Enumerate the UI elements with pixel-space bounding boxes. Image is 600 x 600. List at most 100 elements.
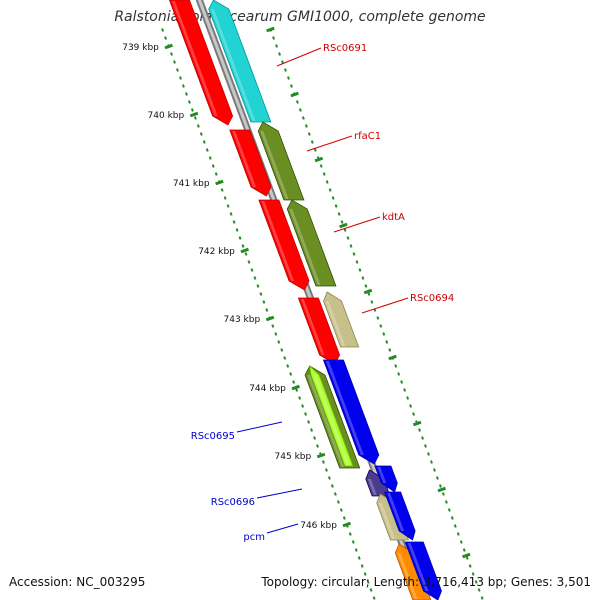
forward-gene-label: rfaC1: [354, 131, 381, 142]
tick-dot-left: [313, 436, 316, 440]
tick-dot-left: [164, 36, 168, 40]
tick-dot-right: [361, 276, 365, 280]
major-tick-1: [189, 111, 199, 118]
tick-dot-right: [364, 284, 368, 288]
tick-dot-right: [400, 380, 404, 384]
tick-dot-left: [342, 516, 346, 520]
tick-dot-right: [427, 452, 430, 456]
tick-dot-left: [241, 244, 245, 248]
major-tick-6: [316, 452, 326, 459]
tick-dot-left: [324, 468, 328, 472]
minor-tick-5: [388, 354, 397, 361]
minor-tick-3: [339, 222, 348, 229]
tick-dot-left: [336, 500, 340, 504]
tick-dot-right: [313, 148, 317, 152]
tick-dot-right: [397, 372, 401, 376]
tick-dot-left: [265, 308, 269, 312]
gene-blue-2-shine: [377, 467, 387, 483]
tick-dot-right: [453, 524, 457, 528]
tick-dot-right: [424, 444, 427, 448]
tick-dot-left: [161, 28, 165, 32]
gene-red-4: [297, 297, 341, 365]
tick-dot-right: [289, 84, 293, 88]
tick-dot-right: [462, 548, 466, 552]
tick-dot-rings: [161, 28, 484, 600]
tick-dot-right: [385, 340, 389, 344]
reverse-gene-label: pcm: [243, 532, 265, 543]
gene-blue-4-shine: [407, 543, 429, 591]
forward-label-leader: [306, 135, 353, 152]
minor-tick-1: [290, 91, 299, 98]
tick-dot-left: [232, 220, 236, 224]
tick-dot-left: [226, 204, 230, 208]
forward-gene-label: RSc0691: [323, 43, 367, 54]
tick-dot-left: [274, 332, 278, 336]
tick-dot-right: [438, 484, 442, 488]
tick-dot-left: [372, 596, 376, 600]
tick-dot-right: [465, 556, 469, 560]
tick-dot-right: [471, 572, 475, 576]
tick-dot-left: [170, 52, 173, 56]
gene-features: [168, 0, 442, 600]
tick-dot-right: [284, 68, 287, 72]
tick-dot-left: [298, 396, 302, 400]
tick-dot-left: [179, 76, 182, 80]
tick-dot-right: [477, 588, 481, 592]
tick-dot-left: [327, 476, 331, 480]
tick-dot-right: [278, 52, 281, 56]
tick-dot-right: [281, 60, 284, 64]
tick-dot-left: [271, 324, 275, 328]
tick-dot-left: [235, 228, 239, 232]
tick-dot-left: [259, 292, 263, 296]
tick-dot-right: [334, 204, 338, 208]
tick-dot-right: [287, 76, 290, 80]
tick-label: 745 kbp: [275, 452, 312, 462]
major-tick-3: [240, 247, 249, 254]
tick-dot-left: [301, 404, 305, 408]
reverse-label-leader: [266, 523, 299, 534]
tick-dot-left: [348, 532, 352, 536]
tick-dot-right: [406, 396, 410, 400]
tick-dot-right: [382, 332, 386, 336]
genome-summary: Topology: circular; Length: 3,716,413 bp…: [261, 575, 591, 589]
tick-dot-right: [319, 164, 323, 168]
tick-dot-left: [283, 356, 287, 360]
tick-dot-left: [307, 420, 311, 424]
tick-dot-left: [193, 116, 197, 120]
tick-dot-left: [250, 268, 254, 272]
tick-dot-right: [450, 516, 454, 520]
tick-dot-left: [187, 100, 191, 104]
tick-dot-left: [360, 564, 364, 568]
tick-dot-right: [304, 124, 308, 128]
tick-dot-right: [444, 500, 448, 504]
tick-dot-left: [199, 132, 203, 136]
tick-dot-left: [173, 60, 176, 64]
gene-red-1: [168, 0, 234, 126]
tick-dot-left: [316, 444, 319, 448]
tick-dot-left: [208, 156, 212, 160]
tick-dot-left: [292, 380, 296, 384]
tick-dot-right: [310, 140, 314, 144]
gene-red-4-shine: [300, 299, 325, 355]
tick-dot-right: [352, 252, 356, 256]
tick-dot-right: [325, 180, 329, 184]
minor-tick-6: [412, 420, 422, 427]
tick-dot-right: [468, 564, 472, 568]
minor-tick-8: [462, 552, 471, 559]
gene-khaki-bar-2-shine: [378, 503, 396, 539]
tick-label: 744 kbp: [249, 384, 286, 394]
gene-olive-bar-1: [257, 121, 305, 201]
tick-dot-left: [253, 276, 257, 280]
tick-dot-left: [220, 188, 224, 192]
tick-dot-left: [366, 580, 370, 584]
gene-lime-bar-shine: [313, 375, 350, 465]
tick-dot-left: [295, 388, 299, 392]
forward-label-leader: [361, 297, 409, 314]
minor-tick-2: [314, 156, 324, 163]
tick-dot-right: [409, 404, 413, 408]
tick-dot-right: [340, 220, 344, 224]
tick-dot-right: [307, 132, 311, 136]
tick-dot-right: [480, 596, 484, 600]
gene-olive-bar-3-shine: [307, 375, 345, 467]
